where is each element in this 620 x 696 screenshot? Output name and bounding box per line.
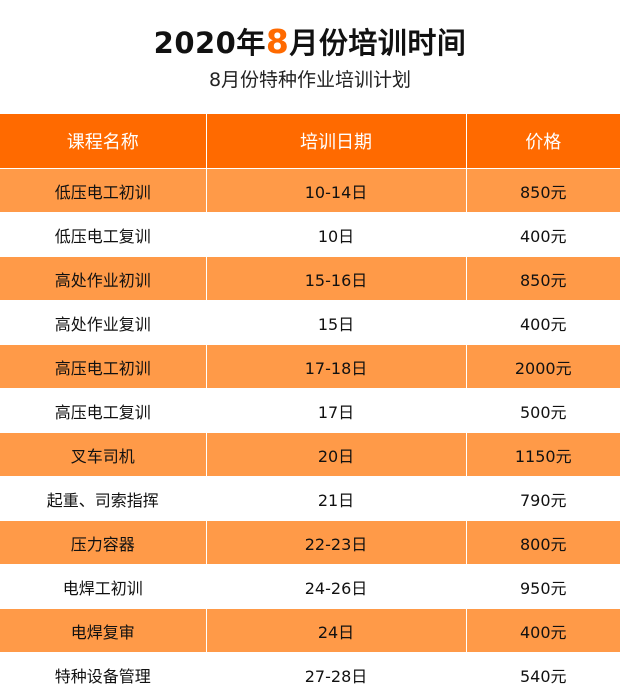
table-row: 低压电工初训 10-14日 850元 [0,169,620,213]
column-header-price: 价格 [466,114,620,169]
price-cell: 2000元 [466,345,620,389]
table-row: 高压电工初训 17-18日 2000元 [0,345,620,389]
column-header-course: 课程名称 [0,114,206,169]
table-row: 低压电工复训 10日 400元 [0,213,620,257]
page-header: 2020年8月份培训时间 8月份特种作业培训计划 [0,0,620,114]
price-cell: 400元 [466,301,620,345]
training-date-cell: 10日 [206,213,466,257]
price-cell: 790元 [466,477,620,521]
training-date-cell: 20日 [206,433,466,477]
table-row: 高处作业初训 15-16日 850元 [0,257,620,301]
page-title: 2020年8月份培训时间 [0,22,620,63]
price-cell: 800元 [466,521,620,565]
training-date-cell: 17日 [206,389,466,433]
course-name-cell: 高处作业复训 [0,301,206,345]
course-name-cell: 电焊工初训 [0,565,206,609]
course-name-cell: 压力容器 [0,521,206,565]
course-name-cell: 高压电工复训 [0,389,206,433]
training-date-cell: 22-23日 [206,521,466,565]
table-row: 高压电工复训 17日 500元 [0,389,620,433]
title-prefix: 2020年 [154,26,266,60]
table-header-row: 课程名称 培训日期 价格 [0,114,620,169]
price-cell: 950元 [466,565,620,609]
training-date-cell: 15日 [206,301,466,345]
training-date-cell: 10-14日 [206,169,466,213]
course-name-cell: 起重、司索指挥 [0,477,206,521]
training-date-cell: 21日 [206,477,466,521]
table-row: 特种设备管理 27-28日 540元 [0,653,620,696]
price-cell: 850元 [466,257,620,301]
column-header-date: 培训日期 [206,114,466,169]
price-cell: 540元 [466,653,620,696]
training-date-cell: 24日 [206,609,466,653]
course-name-cell: 叉车司机 [0,433,206,477]
course-name-cell: 电焊复审 [0,609,206,653]
table-row: 起重、司索指挥 21日 790元 [0,477,620,521]
training-date-cell: 17-18日 [206,345,466,389]
training-date-cell: 27-28日 [206,653,466,696]
table-row: 叉车司机 20日 1150元 [0,433,620,477]
price-cell: 500元 [466,389,620,433]
table-row: 电焊工初训 24-26日 950元 [0,565,620,609]
price-cell: 400元 [466,213,620,257]
course-name-cell: 特种设备管理 [0,653,206,696]
title-month-highlight: 8 [266,22,289,61]
table-row: 电焊复审 24日 400元 [0,609,620,653]
page-subtitle: 8月份特种作业培训计划 [0,67,620,93]
course-name-cell: 高压电工初训 [0,345,206,389]
price-cell: 850元 [466,169,620,213]
table-row: 压力容器 22-23日 800元 [0,521,620,565]
training-schedule-table: 课程名称 培训日期 价格 低压电工初训 10-14日 850元 低压电工复训 1… [0,114,620,696]
title-suffix: 月份培训时间 [289,26,466,60]
training-date-cell: 15-16日 [206,257,466,301]
price-cell: 1150元 [466,433,620,477]
course-name-cell: 低压电工复训 [0,213,206,257]
course-name-cell: 高处作业初训 [0,257,206,301]
training-date-cell: 24-26日 [206,565,466,609]
course-name-cell: 低压电工初训 [0,169,206,213]
table-row: 高处作业复训 15日 400元 [0,301,620,345]
price-cell: 400元 [466,609,620,653]
